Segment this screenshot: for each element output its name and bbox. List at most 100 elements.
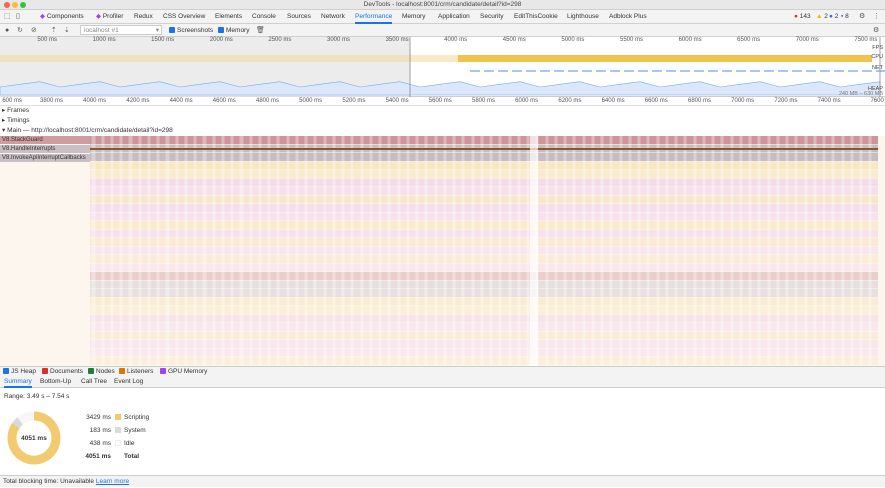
message-icon: ▪ — [841, 13, 844, 20]
profile-select[interactable]: localhost #1 ▾ — [80, 25, 162, 35]
info-badge[interactable]: ● 2 — [829, 13, 839, 20]
flame-row — [90, 348, 878, 357]
warning-badge[interactable]: ▲ 2 — [816, 13, 828, 20]
checkbox-checked-icon — [160, 368, 166, 374]
timings-track[interactable]: ▸ Timings — [2, 117, 30, 124]
main-track[interactable]: ▾ Main — http://localhost:8001/crm/candi… — [2, 127, 173, 134]
ruler-tick-label: 6800 ms — [687, 98, 711, 104]
tab-console[interactable]: Console — [252, 13, 276, 20]
device-toolbar-icon[interactable]: ▯ — [16, 13, 20, 20]
flame-row — [90, 161, 878, 170]
ruler-tick-label: 6400 ms — [601, 98, 625, 104]
summary-row-system: 183 ms System — [89, 427, 146, 434]
capture-settings-gear-icon[interactable]: ⚙ — [873, 27, 880, 34]
flame-row — [90, 280, 878, 289]
flame-label-handleinterrupts[interactable]: V8.HandleInterrupts — [0, 145, 90, 153]
tab-lighthouse[interactable]: Lighthouse — [567, 13, 599, 20]
timeline-overview[interactable]: 500 ms 1000 ms 1500 ms 2000 ms 2500 ms 3000 m… — [0, 37, 885, 97]
close-window-button[interactable] — [4, 2, 10, 8]
flame-label-stackguard[interactable]: V8.StackGuard — [0, 136, 90, 144]
ruler-tick-label: 4200 ms — [126, 98, 150, 104]
flame-row — [90, 153, 878, 161]
tab-network[interactable]: Network — [321, 13, 345, 20]
inspect-element-icon[interactable]: ⬚ — [4, 13, 11, 20]
cpu-scripting-band — [458, 55, 872, 62]
flame-chart[interactable]: V8.StackGuard V8.HandleInterrupts V8.Inv… — [0, 136, 885, 366]
flame-row — [90, 255, 878, 263]
message-badge[interactable]: ▪ 8 — [841, 13, 849, 20]
overview-tick-label: 7500 ms — [854, 37, 878, 43]
garbage-collect-icon[interactable]: 🗑 — [256, 27, 265, 34]
overview-tick-label: 4000 ms — [444, 37, 468, 43]
tab-adblock-plus[interactable]: Adblock Plus — [609, 13, 647, 20]
overview-tick-label: 2000 ms — [209, 37, 233, 43]
load-profile-icon[interactable]: ⇡ — [51, 27, 57, 34]
checkbox-checked-icon — [169, 27, 175, 33]
tab-components[interactable]: ◆ Components — [40, 13, 84, 20]
save-profile-icon[interactable]: ⇣ — [64, 27, 70, 34]
flame-row — [90, 212, 878, 221]
tab-summary[interactable]: Summary — [4, 376, 32, 388]
settings-gear-icon[interactable]: ⚙ — [859, 13, 866, 20]
ruler-tick-label: 7000 ms — [731, 98, 755, 104]
flame-row — [90, 331, 878, 340]
flame-row — [90, 263, 878, 272]
tab-bottom-up[interactable]: Bottom-Up — [40, 378, 72, 385]
ruler-tick-label: 5800 ms — [471, 98, 495, 104]
documents-checkbox[interactable]: Documents — [42, 367, 83, 377]
ruler-tick-label: 6000 ms — [515, 98, 539, 104]
jsheap-checkbox[interactable]: JS Heap — [3, 367, 36, 377]
gpu-memory-checkbox[interactable]: GPU Memory — [160, 367, 207, 377]
tab-security[interactable]: Security — [480, 13, 504, 20]
donut-slice-system — [12, 417, 24, 429]
flame-row — [90, 297, 878, 306]
tab-application[interactable]: Application — [438, 13, 470, 20]
frames-track[interactable]: ▸ Frames — [2, 107, 30, 114]
overview-tick-label: 3000 ms — [326, 37, 350, 43]
flame-row — [90, 306, 878, 314]
memory-checkbox[interactable]: Memory — [218, 24, 249, 37]
listeners-checkbox[interactable]: Listeners — [119, 367, 153, 377]
ruler-tick-label: 4400 ms — [169, 98, 193, 104]
minimize-window-button[interactable] — [12, 2, 18, 8]
donut-slice-idle — [17, 411, 35, 425]
summary-row-total: 4051 ms Total — [85, 453, 140, 460]
ruler-tick-label: 5000 ms — [299, 98, 323, 104]
error-badge[interactable]: ● 143 — [794, 13, 811, 20]
learn-more-link[interactable]: Learn more — [95, 478, 130, 485]
screenshots-checkbox[interactable]: Screenshots — [169, 24, 213, 37]
ruler-tick-label: 4800 ms — [255, 98, 279, 104]
summary-donut-chart: 4051 ms — [7, 411, 61, 465]
tab-memory[interactable]: Memory — [402, 13, 426, 20]
ruler-tick-label: 5600 ms — [428, 98, 452, 104]
scripting-swatch — [115, 414, 121, 420]
tab-profiler[interactable]: ◆ Profiler — [96, 13, 124, 20]
tab-elements[interactable]: Elements — [215, 13, 243, 20]
net-label: NET — [872, 65, 883, 71]
range-label: Range: 3.49 s – 7.54 s — [4, 393, 70, 400]
tab-performance[interactable]: Performance — [355, 10, 393, 24]
record-icon[interactable]: ● — [5, 27, 10, 34]
tab-event-log[interactable]: Event Log — [114, 378, 144, 385]
chevron-down-icon: ▾ — [155, 27, 159, 34]
status-bar: Total blocking time: Unavailable Learn m… — [0, 475, 885, 487]
more-options-icon[interactable]: ⋮ — [873, 13, 880, 20]
total-blocking-time: Total blocking time: Unavailable — [3, 478, 95, 485]
reload-record-icon[interactable]: ↻ — [17, 27, 23, 34]
memory-counters-row: JS Heap Documents Nodes Listeners GPU Me… — [0, 366, 885, 376]
clear-icon[interactable]: ⊘ — [31, 27, 37, 34]
nodes-checkbox[interactable]: Nodes — [88, 367, 115, 377]
tab-redux[interactable]: Redux — [134, 13, 153, 20]
fps-label: FPS — [872, 45, 883, 51]
checkbox-checked-icon — [88, 368, 94, 374]
zoom-window-button[interactable] — [20, 2, 26, 8]
tab-sources[interactable]: Sources — [287, 13, 311, 20]
tab-call-tree[interactable]: Call Tree — [81, 378, 108, 385]
details-tab-bar: Summary Bottom-Up Call Tree Event Log — [0, 376, 885, 388]
tab-editthiscookie[interactable]: EditThisCookie — [514, 13, 558, 20]
flame-label-invokeapiinterruptcallbacks[interactable]: V8.InvokeApiInterruptCallbacks — [0, 154, 90, 162]
window-titlebar: DevTools - localhost:8001/crm/candidate/… — [0, 0, 885, 10]
tab-css-overview[interactable]: CSS Overview — [163, 13, 206, 20]
flame-row — [90, 238, 878, 246]
overview-tick-label: 500 ms — [37, 37, 57, 43]
